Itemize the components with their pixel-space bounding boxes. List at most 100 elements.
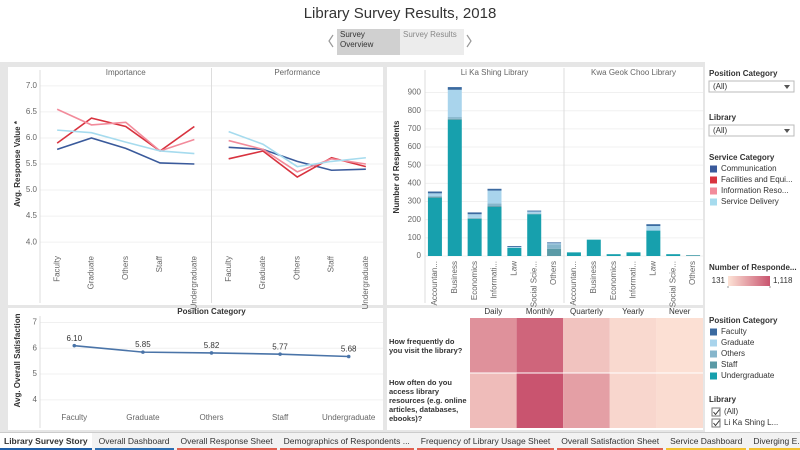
- x-tick-label: Economics: [470, 261, 479, 300]
- bar-segment: [547, 242, 562, 244]
- point: [141, 350, 145, 354]
- panel-header: Performance: [274, 68, 320, 77]
- bar-segment: [487, 203, 502, 207]
- bar-segment: [666, 254, 681, 256]
- bar-segment: [467, 217, 482, 219]
- bar-segment: [467, 214, 482, 218]
- y-axis-label: Avg. Overall Satisfaction: [13, 313, 22, 407]
- bar-segment: [547, 248, 562, 256]
- x-tick-label: Others: [292, 256, 301, 280]
- panel-satisfaction: [8, 308, 383, 430]
- series-line: [56, 117, 195, 152]
- story-next-arrow[interactable]: [466, 34, 472, 48]
- point: [209, 351, 214, 355]
- bar-segment: [447, 87, 462, 90]
- y-tick-label: 400: [408, 178, 422, 187]
- filter-checkbox[interactable]: [711, 407, 721, 417]
- story-prev-arrow[interactable]: [328, 34, 334, 48]
- legend-label: Service Delivery: [721, 197, 779, 206]
- bar-segment: [447, 119, 462, 256]
- data-label: 5.77: [272, 342, 288, 351]
- bar-segment: [487, 190, 502, 204]
- column-header: Quarterly: [570, 307, 603, 316]
- bar-segment: [646, 230, 661, 256]
- page-title: Library Survey Results, 2018: [304, 5, 497, 22]
- filter-title: Library: [709, 113, 737, 122]
- filter-item[interactable]: Li Ka Shing L...: [724, 418, 778, 427]
- legend-label: Facilities and Equi...: [721, 175, 793, 184]
- filter-item[interactable]: (All): [724, 407, 739, 416]
- bar-segment: [686, 255, 701, 256]
- bar-segment: [646, 224, 661, 227]
- heat-cell: [516, 318, 564, 373]
- filter-checkbox[interactable]: [711, 418, 721, 428]
- dropdown-arrow: [784, 129, 790, 133]
- bar-segment: [427, 193, 442, 197]
- story-point[interactable]: Survey Results: [400, 29, 464, 55]
- bar-segment: [527, 214, 542, 256]
- legend-label: Staff: [721, 360, 738, 369]
- panel-header: Li Ka Shing Library: [461, 68, 529, 77]
- y-axis-label: Avg. Response Value *: [13, 120, 22, 207]
- filter-dropdown[interactable]: [708, 80, 795, 93]
- y-tick-label: 4.5: [26, 211, 38, 220]
- y-tick-label: 7.0: [26, 81, 38, 90]
- y-tick-label: 0: [417, 251, 422, 260]
- filter-title: Library: [709, 395, 737, 404]
- bar-segment: [527, 213, 542, 214]
- heat-cell: [563, 373, 610, 428]
- x-tick-label: Accountan...: [430, 261, 439, 305]
- bar-segment: [527, 210, 542, 212]
- bar-segment: [487, 188, 502, 191]
- sheet-tab[interactable]: Demographics of Respondents ...: [279, 433, 414, 450]
- bar-segment: [487, 206, 502, 256]
- sheet-tab[interactable]: Overall Dashboard: [94, 433, 174, 450]
- legend-title: Position Category: [709, 316, 778, 325]
- chart-title: Position Category: [177, 307, 246, 316]
- bar-segment: [427, 196, 442, 197]
- filter-dropdown[interactable]: [708, 124, 795, 137]
- y-tick-label: 200: [408, 215, 422, 224]
- sheet-tab[interactable]: Overall Satisfaction Sheet: [557, 433, 664, 450]
- bar-segment: [547, 243, 562, 245]
- x-tick-label: Business: [450, 261, 459, 293]
- filter-value: (All): [713, 82, 728, 91]
- heat-cell: [516, 373, 564, 428]
- heat-cell: [609, 373, 657, 428]
- column-header: Monthly: [526, 307, 554, 316]
- legend-title: Number of Responde...: [709, 263, 797, 272]
- point: [72, 343, 77, 348]
- bar-segment: [507, 247, 522, 256]
- x-tick-label: Faculty: [61, 413, 87, 422]
- y-tick-label: 6: [33, 343, 38, 352]
- x-tick-label: Law: [648, 261, 657, 276]
- sheet-tabs: Library Survey Story Overall Dashboard Ove…: [0, 432, 800, 450]
- filter-value: (All): [713, 126, 728, 135]
- panel-respondents: [387, 67, 703, 305]
- legend-label: Graduate: [721, 338, 755, 347]
- legend-label: Information Reso...: [721, 186, 789, 195]
- x-tick-label: Graduate: [126, 413, 160, 422]
- y-tick-label: 5.5: [26, 159, 38, 168]
- heat-cell: [470, 318, 517, 373]
- column-header: Daily: [484, 307, 502, 316]
- x-tick-label: Others: [549, 261, 558, 285]
- sheet-tab[interactable]: Service Dashboard: [666, 433, 747, 450]
- row-label: How frequently do you visit the library?: [389, 336, 463, 355]
- legend-swatch: [710, 339, 717, 347]
- dashboard-canvas: Library Survey Results, 2018 Position Ca…: [0, 5, 797, 432]
- sheet-tab[interactable]: Library Survey Story: [0, 433, 92, 450]
- y-tick-label: 4.0: [26, 237, 38, 246]
- x-tick-label: Others: [199, 413, 223, 422]
- story-point-active[interactable]: Survey Overview: [337, 29, 400, 55]
- legend-swatch: [710, 372, 717, 380]
- sheet-tab[interactable]: Frequency of Library Usage Sheet: [416, 433, 555, 450]
- sheet-tab[interactable]: Overall Response Sheet: [176, 433, 277, 450]
- y-tick-label: 700: [408, 124, 422, 133]
- x-tick-label: Staff: [155, 255, 164, 272]
- bar-segment: [467, 218, 482, 256]
- y-tick-label: 7: [33, 318, 38, 327]
- dropdown-arrow: [784, 85, 790, 89]
- sheet-tab[interactable]: Diverging E...: [749, 433, 800, 450]
